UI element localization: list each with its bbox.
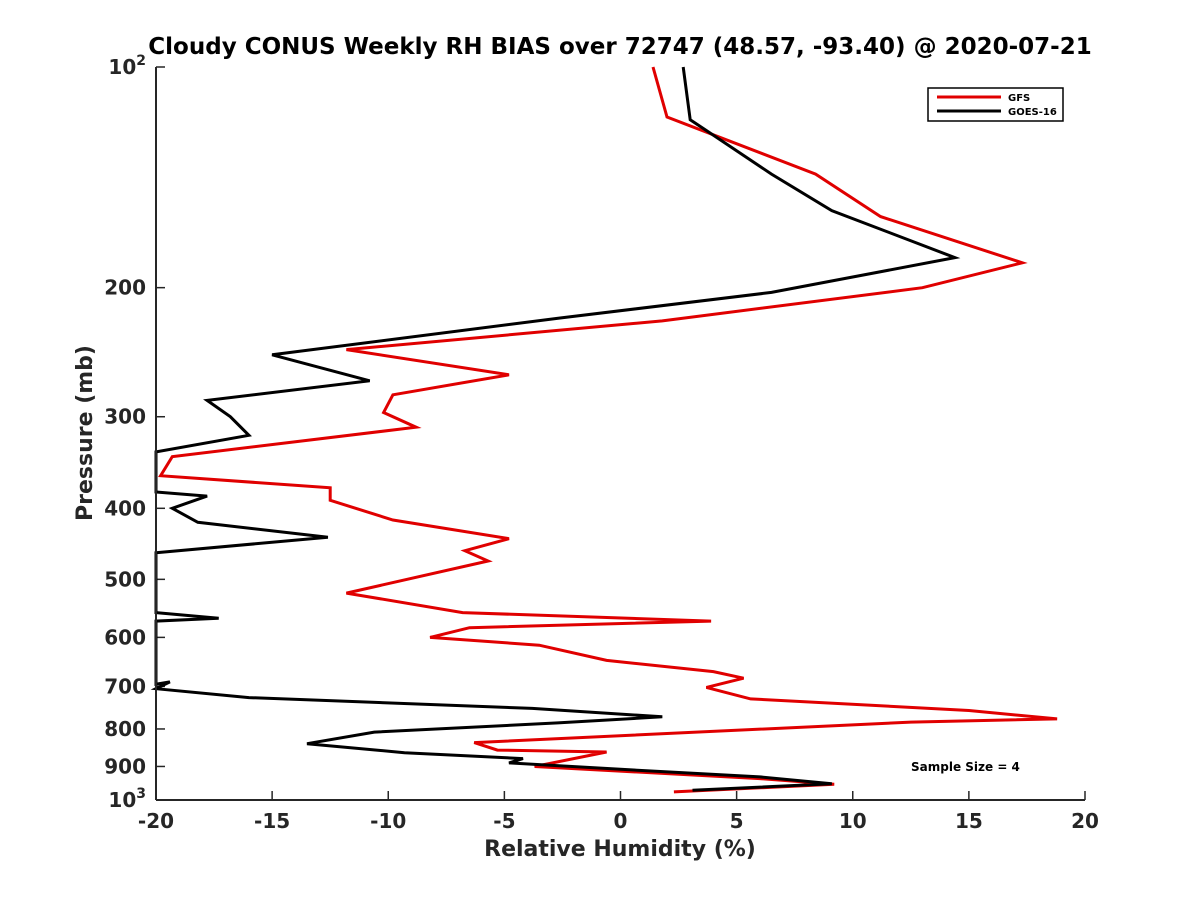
- y-tick-label: 102: [108, 53, 146, 79]
- y-tick-label: 600: [104, 625, 146, 649]
- legend-box: [927, 87, 1064, 122]
- y-axis-label: Pressure (mb): [73, 345, 98, 521]
- y-tick-label: 400: [104, 496, 146, 520]
- chart-title: Cloudy CONUS Weekly RH BIAS over 72747 (…: [148, 34, 1091, 60]
- x-tick-label: 10: [839, 809, 867, 833]
- legend-label-goes-16: GOES-16: [1008, 107, 1057, 118]
- y-tick-label: 200: [104, 276, 146, 300]
- y-tick-label: 800: [104, 717, 146, 741]
- y-tick-label: 500: [104, 567, 146, 591]
- y-tick-label: 300: [104, 405, 146, 429]
- legend-label-gfs: GFS: [1008, 93, 1030, 104]
- x-tick-label: 15: [955, 809, 983, 833]
- y-tick-label: 900: [104, 754, 146, 778]
- x-tick-label: -10: [370, 809, 406, 833]
- y-tick-label: 700: [104, 674, 146, 698]
- y-axis-ticks: 102 200 300 400 500 600 700 800 900 103: [104, 53, 165, 812]
- plot-background: [156, 67, 1085, 800]
- legend: GFS GOES-16: [927, 87, 1064, 122]
- x-tick-label: -5: [493, 809, 515, 833]
- x-axis-ticks: -20 -15 -10 -5 0 5 10 15 20: [138, 791, 1099, 833]
- y-tick-label: 103: [108, 786, 146, 812]
- x-tick-label: 0: [614, 809, 628, 833]
- x-tick-label: 5: [730, 809, 744, 833]
- x-tick-label: -20: [138, 809, 174, 833]
- x-axis-label: Relative Humidity (%): [484, 837, 756, 862]
- sample-size-annotation: Sample Size = 4: [911, 760, 1020, 774]
- x-tick-label: 20: [1071, 809, 1099, 833]
- x-tick-label: -15: [254, 809, 290, 833]
- series-line-gfs: [158, 66, 1058, 794]
